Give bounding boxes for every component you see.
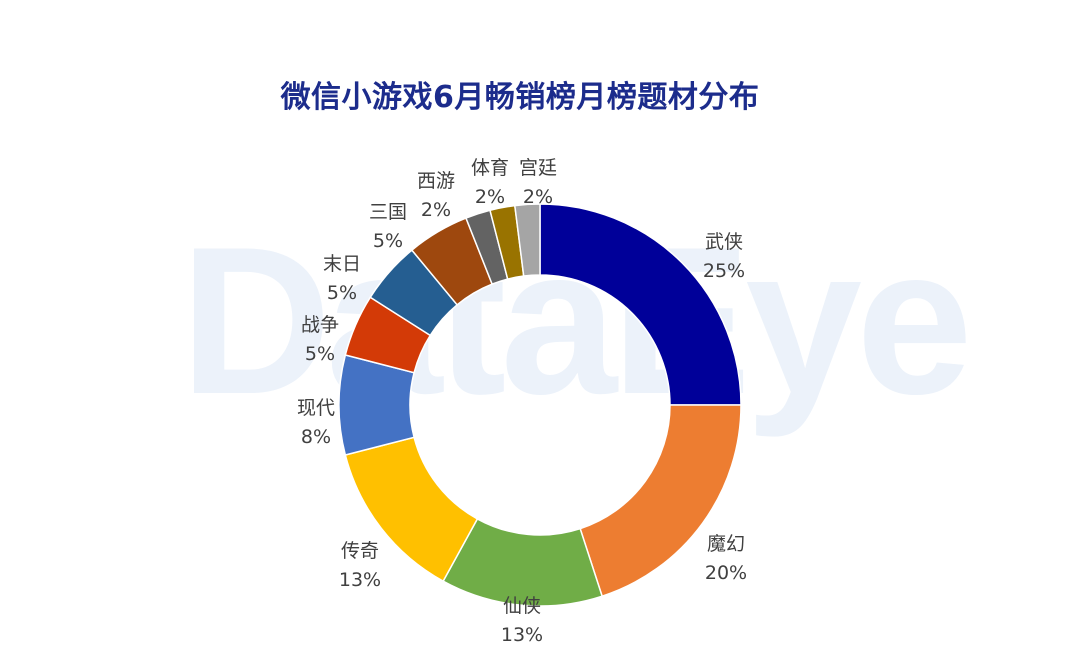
slice-value-label: 2% bbox=[523, 186, 553, 208]
slice-category-label: 宫廷 bbox=[519, 157, 557, 179]
slice-category-label: 体育 bbox=[471, 157, 509, 179]
slice-value-label: 8% bbox=[301, 426, 331, 448]
slice-value-label: 2% bbox=[421, 199, 451, 221]
slice-value-label: 25% bbox=[703, 260, 745, 282]
slice-category-label: 末日 bbox=[323, 253, 361, 275]
slice-category-label: 传奇 bbox=[341, 540, 379, 562]
slice-value-label: 13% bbox=[339, 569, 381, 591]
slice-category-label: 三国 bbox=[369, 201, 407, 223]
slice-category-label: 仙侠 bbox=[503, 595, 541, 617]
slice-value-label: 13% bbox=[501, 624, 543, 646]
donut-slice bbox=[539, 203, 742, 406]
slice-value-label: 5% bbox=[305, 343, 335, 365]
slice-value-label: 20% bbox=[705, 562, 747, 584]
donut-slice bbox=[513, 203, 541, 277]
slice-value-label: 5% bbox=[373, 230, 403, 252]
slice-value-label: 2% bbox=[475, 186, 505, 208]
slice-category-label: 西游 bbox=[417, 170, 455, 192]
chart-title: 微信小游戏6月畅销榜月榜题材分布 bbox=[280, 80, 760, 115]
slice-category-label: 魔幻 bbox=[707, 533, 745, 555]
slice-category-label: 武侠 bbox=[705, 231, 743, 253]
slice-value-label: 5% bbox=[327, 282, 357, 304]
slice-category-label: 战争 bbox=[301, 314, 339, 336]
slice-category-label: 现代 bbox=[297, 397, 335, 419]
